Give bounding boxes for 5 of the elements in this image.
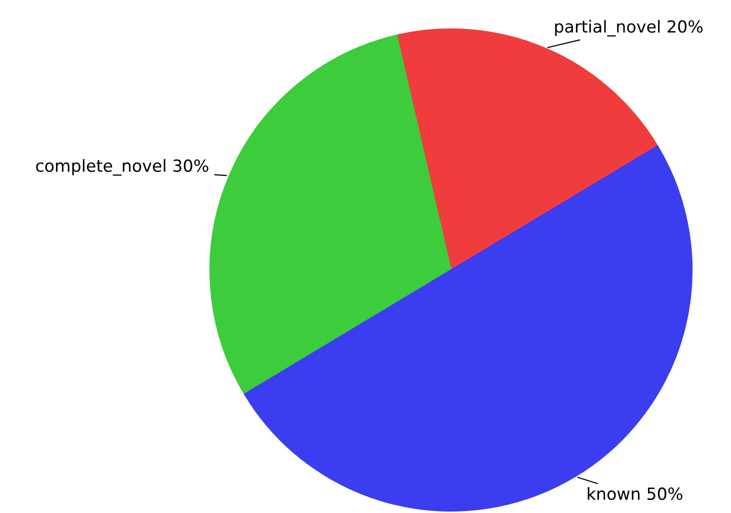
slice-label: partial_novel 20%	[555, 20, 703, 36]
pie-slice	[244, 145, 693, 512]
slice-label: known 50%	[588, 487, 682, 500]
pie-slice	[209, 34, 452, 395]
slice-label: complete_novel 30%	[36, 159, 208, 176]
